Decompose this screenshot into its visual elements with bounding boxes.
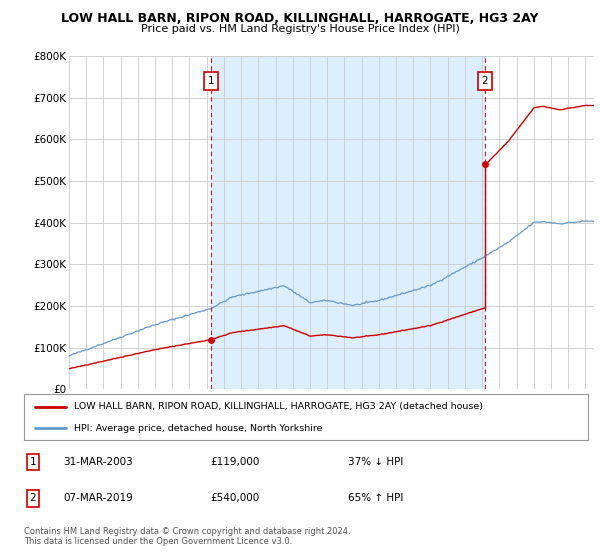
Bar <box>211 56 485 389</box>
Text: LOW HALL BARN, RIPON ROAD, KILLINGHALL, HARROGATE, HG3 2AY (detached house): LOW HALL BARN, RIPON ROAD, KILLINGHALL, … <box>74 402 482 411</box>
Text: 2: 2 <box>482 76 488 86</box>
Text: 07-MAR-2019: 07-MAR-2019 <box>63 493 133 503</box>
Text: 37% ↓ HPI: 37% ↓ HPI <box>348 457 403 467</box>
Text: 31-MAR-2003: 31-MAR-2003 <box>63 457 133 467</box>
Text: £119,000: £119,000 <box>210 457 259 467</box>
Text: LOW HALL BARN, RIPON ROAD, KILLINGHALL, HARROGATE, HG3 2AY: LOW HALL BARN, RIPON ROAD, KILLINGHALL, … <box>61 12 539 25</box>
Text: HPI: Average price, detached house, North Yorkshire: HPI: Average price, detached house, Nort… <box>74 423 322 433</box>
Text: 2: 2 <box>29 493 37 503</box>
Text: 1: 1 <box>208 76 214 86</box>
Text: Contains HM Land Registry data © Crown copyright and database right 2024.
This d: Contains HM Land Registry data © Crown c… <box>24 526 350 546</box>
Text: £540,000: £540,000 <box>210 493 259 503</box>
Text: 65% ↑ HPI: 65% ↑ HPI <box>348 493 403 503</box>
Text: Price paid vs. HM Land Registry's House Price Index (HPI): Price paid vs. HM Land Registry's House … <box>140 24 460 34</box>
Text: 1: 1 <box>29 457 37 467</box>
